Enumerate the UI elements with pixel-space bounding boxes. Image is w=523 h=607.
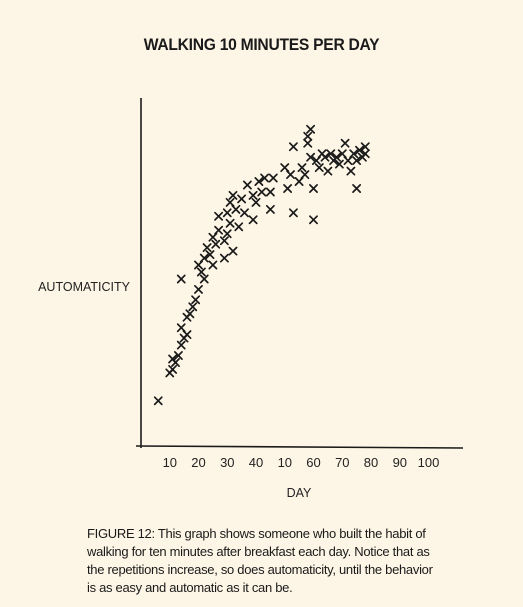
data-point: [222, 229, 232, 239]
data-point: [248, 215, 258, 225]
data-points: [153, 124, 370, 406]
data-point: [228, 190, 238, 200]
data-point: [176, 340, 186, 350]
data-point: [337, 149, 347, 159]
data-point: [153, 396, 163, 406]
data-point: [355, 145, 364, 155]
data-point: [211, 239, 221, 249]
x-axis-label: DAY: [287, 486, 312, 500]
data-point: [257, 187, 267, 197]
data-point: [254, 177, 264, 186]
data-point: [360, 142, 370, 152]
data-point: [303, 138, 313, 148]
data-point: [219, 236, 229, 246]
x-tick-labels: 10 20 30 40 10 60 70 80 90 100: [163, 455, 440, 470]
data-point: [280, 163, 290, 173]
data-point: [346, 166, 356, 176]
data-point: [326, 149, 336, 159]
x-axis-line: [135, 445, 464, 449]
data-point: [182, 330, 192, 340]
data-point: [196, 267, 206, 277]
data-point: [199, 253, 209, 263]
data-point: [225, 218, 235, 228]
data-point: [231, 204, 241, 214]
x-tick-label: 10: [278, 455, 292, 470]
data-point: [360, 149, 370, 159]
data-point: [265, 204, 275, 214]
data-point: [228, 246, 238, 256]
data-point: [268, 173, 278, 183]
data-point: [234, 222, 244, 232]
y-axis-label: AUTOMATICITY: [38, 280, 131, 294]
data-point: [286, 170, 295, 180]
data-point: [176, 274, 186, 284]
data-point: [214, 211, 224, 221]
data-point: [288, 142, 298, 152]
data-point: [242, 180, 252, 190]
x-tick-label: 30: [220, 455, 234, 470]
data-point: [297, 163, 307, 173]
x-tick-label: 10: [163, 455, 177, 470]
data-point: [320, 152, 330, 162]
data-point: [343, 156, 353, 166]
data-point: [222, 208, 232, 218]
data-point: [171, 358, 180, 367]
data-point: [306, 124, 316, 134]
x-tick-label: 100: [418, 455, 440, 470]
x-tick-label: 90: [393, 455, 407, 470]
data-point: [214, 225, 224, 235]
data-point: [294, 177, 304, 186]
data-point: [188, 302, 198, 312]
data-point: [323, 166, 333, 176]
data-point: [185, 309, 195, 319]
data-point: [248, 190, 258, 200]
data-point: [309, 184, 318, 193]
data-point: [300, 170, 310, 180]
data-point: [332, 152, 341, 162]
data-point: [311, 156, 321, 166]
x-tick-label: 20: [191, 455, 205, 470]
data-point: [219, 253, 229, 263]
data-point: [349, 149, 359, 159]
data-point: [251, 197, 261, 207]
data-point: [168, 364, 178, 374]
figure-caption: FIGURE 12: This graph shows someone who …: [87, 526, 433, 595]
data-point: [340, 138, 350, 148]
data-point: [306, 152, 316, 162]
data-point: [225, 197, 235, 207]
data-point: [202, 243, 212, 253]
data-point: [260, 173, 270, 183]
data-point: [208, 260, 218, 270]
data-point: [352, 156, 362, 166]
data-point: [288, 208, 298, 218]
x-tick-label: 80: [364, 455, 378, 470]
data-point: [199, 274, 209, 284]
data-point: [208, 232, 218, 242]
scatter-chart: 10 20 30 40 10 60 70 80 90 100 AUTOMATICITY DAY: [38, 98, 464, 500]
data-point: [314, 163, 324, 173]
data-point: [191, 295, 201, 305]
data-point: [309, 215, 318, 225]
chart-title: WALKING 10 MINUTES PER DAY: [143, 35, 380, 54]
data-point: [173, 351, 183, 360]
data-point: [176, 323, 186, 333]
data-point: [303, 131, 313, 141]
data-point: [205, 250, 215, 260]
x-tick-label: 60: [306, 455, 320, 470]
data-point: [352, 184, 362, 193]
data-point: [237, 194, 247, 204]
x-tick-label: 40: [249, 455, 263, 470]
data-point: [240, 208, 249, 218]
data-point: [194, 284, 203, 294]
data-point: [334, 159, 344, 169]
data-point: [283, 184, 293, 193]
x-tick-label: 70: [335, 455, 349, 470]
data-point: [265, 187, 275, 197]
data-point: [194, 260, 203, 270]
